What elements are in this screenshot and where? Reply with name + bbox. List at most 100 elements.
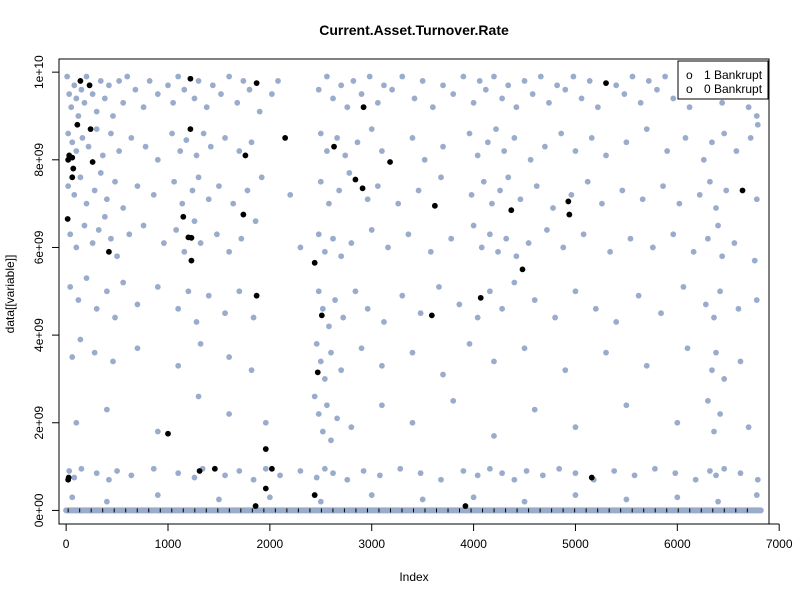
data-point-0-bankrupt — [342, 152, 349, 159]
data-point-0-bankrupt — [244, 187, 251, 194]
data-point-0-bankrupt — [108, 130, 114, 137]
data-point-0-bankrupt — [704, 235, 711, 242]
data-point-0-bankrupt — [175, 362, 182, 369]
data-point-1-bankrupt — [588, 474, 595, 481]
data-point-0-bankrupt — [484, 139, 491, 146]
data-point-1-bankrupt — [240, 211, 247, 218]
data-point-0-bankrupt — [297, 244, 304, 251]
data-point-1-bankrupt — [89, 159, 96, 165]
data-point-0-bankrupt — [91, 187, 98, 194]
data-point-0-bankrupt — [165, 82, 171, 89]
data-point-0-bankrupt — [205, 292, 212, 299]
data-point-0-bankrupt — [704, 397, 711, 404]
data-point-0-bankrupt — [297, 468, 304, 474]
data-point-0-bankrupt — [64, 73, 71, 80]
data-point-0-bankrupt — [491, 358, 497, 365]
data-point-0-bankrupt — [73, 95, 80, 102]
data-point-0-bankrupt — [717, 288, 724, 295]
data-point-1-bankrupt — [252, 503, 259, 509]
data-point-0-bankrupt — [181, 86, 188, 93]
data-point-0-bankrupt — [525, 240, 532, 246]
data-point-0-bankrupt — [409, 419, 416, 426]
data-point-0-bankrupt — [106, 476, 112, 483]
data-point-0-bankrupt — [399, 73, 406, 80]
data-point-1-bankrupt — [462, 503, 469, 509]
data-point-0-bankrupt — [409, 134, 416, 141]
data-point-0-bankrupt — [399, 292, 406, 299]
data-point-0-bankrupt — [366, 73, 373, 80]
data-point-0-bankrupt — [81, 222, 88, 229]
data-point-0-bankrupt — [93, 305, 100, 312]
data-point-0-bankrupt — [709, 139, 715, 146]
data-point-0-bankrupt — [631, 472, 638, 479]
data-point-0-bankrupt — [478, 244, 485, 251]
data-point-0-bankrupt — [721, 465, 728, 472]
data-point-1-bankrupt — [211, 465, 218, 472]
data-point-0-bankrupt — [474, 152, 481, 159]
data-point-0-bankrupt — [529, 91, 536, 97]
data-point-0-bankrupt — [546, 99, 552, 106]
data-point-0-bankrupt — [114, 468, 120, 474]
data-point-0-bankrupt — [717, 411, 724, 417]
data-point-0-bankrupt — [317, 178, 324, 185]
data-point-0-bankrupt — [753, 297, 760, 303]
data-point-0-bankrupt — [552, 314, 558, 321]
data-point-0-bankrupt — [735, 305, 742, 312]
data-point-0-bankrupt — [715, 222, 721, 229]
data-point-1-bankrupt — [69, 154, 76, 161]
data-point-0-bankrupt — [531, 406, 538, 413]
data-point-0-bankrupt — [226, 354, 233, 360]
data-point-0-bankrupt — [584, 178, 591, 185]
data-point-0-bankrupt — [652, 465, 658, 472]
data-point-0-bankrupt — [173, 227, 180, 233]
data-point-0-bankrupt — [623, 402, 630, 409]
data-point-0-bankrupt — [124, 73, 131, 80]
points-layer — [63, 73, 764, 514]
data-point-0-bankrupt — [501, 148, 508, 154]
data-point-0-bankrupt — [476, 78, 483, 84]
data-point-0-bankrupt — [169, 130, 175, 137]
data-point-0-bankrupt — [209, 82, 216, 89]
data-point-0-bankrupt — [134, 301, 141, 308]
data-point-1-bankrupt — [262, 485, 269, 492]
data-point-0-bankrupt — [419, 496, 426, 503]
x-axis: 0 1000 2000 3000 4000 5000 6000 7000 — [63, 523, 793, 551]
data-point-0-bankrupt — [438, 476, 444, 483]
x-tick-label: 2000 — [257, 537, 284, 551]
data-point-0-bankrupt — [629, 73, 636, 80]
data-point-0-bankrupt — [170, 99, 176, 106]
data-point-0-bankrupt — [491, 433, 497, 439]
data-point-0-bankrupt — [85, 143, 92, 150]
data-point-0-bankrupt — [71, 82, 78, 89]
data-point-0-bankrupt — [78, 465, 85, 472]
data-point-1-bankrupt — [74, 121, 81, 128]
data-point-0-bankrupt — [103, 498, 110, 505]
data-point-0-bankrupt — [120, 279, 127, 286]
data-point-0-bankrupt — [146, 78, 153, 84]
data-point-0-bankrupt — [154, 156, 161, 163]
data-point-0-bankrupt — [709, 367, 715, 374]
data-point-0-bankrupt — [702, 301, 709, 308]
data-point-0-bankrupt — [328, 349, 334, 356]
data-point-0-bankrupt — [381, 82, 387, 89]
data-point-0-bankrupt — [460, 73, 467, 80]
data-point-0-bankrupt — [541, 143, 548, 150]
data-point-0-bankrupt — [69, 354, 76, 360]
data-point-0-bankrupt — [715, 498, 721, 505]
data-point-0-bankrupt — [578, 95, 585, 102]
data-point-0-bankrupt — [338, 82, 345, 89]
data-point-0-bankrupt — [218, 91, 224, 97]
data-point-0-bankrupt — [368, 126, 375, 133]
data-point-0-bankrupt — [81, 99, 88, 106]
data-point-0-bankrupt — [662, 73, 668, 80]
data-point-0-bankrupt — [319, 305, 326, 312]
data-point-0-bankrupt — [315, 231, 322, 238]
data-point-0-bankrupt — [252, 218, 259, 225]
y-tick-label: 0e+00 — [32, 493, 46, 527]
data-point-0-bankrupt — [521, 498, 528, 505]
data-point-0-bankrupt — [676, 200, 683, 207]
data-point-0-bankrupt — [599, 200, 605, 207]
data-point-0-bankrupt — [348, 424, 355, 431]
data-point-0-bankrupt — [745, 424, 752, 431]
data-point-0-bankrupt — [374, 99, 381, 106]
